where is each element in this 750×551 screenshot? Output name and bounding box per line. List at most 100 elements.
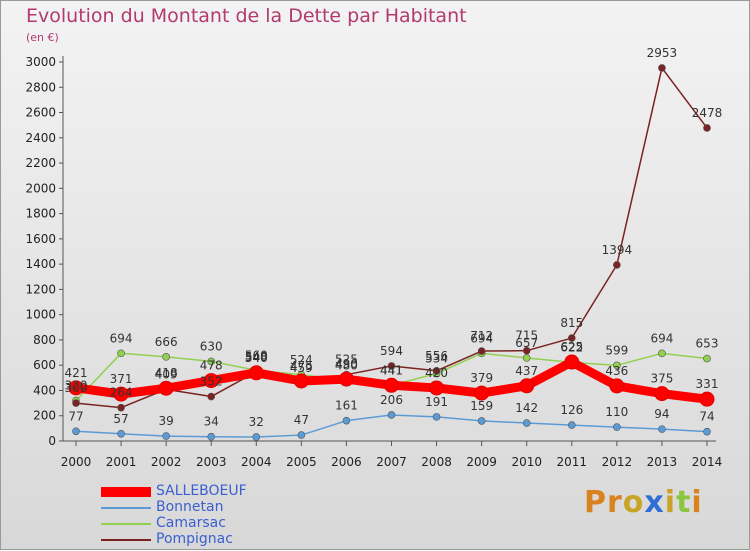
- x-tick-label: 2002: [151, 455, 182, 469]
- data-point-bonnetan: [72, 427, 80, 436]
- brand-letter: i: [691, 485, 703, 520]
- y-tick-label: 1800: [25, 207, 56, 221]
- data-label-camarsac: 694: [110, 331, 133, 345]
- data-point-salleboeuf: [158, 380, 174, 396]
- y-tick-label: 1000: [25, 308, 56, 322]
- data-label-salleboeuf: 331: [696, 377, 719, 391]
- data-label-salleboeuf: 478: [200, 359, 223, 373]
- series-lines: [68, 64, 715, 441]
- data-point-bonnetan: [522, 419, 531, 427]
- data-label-pompignac: 2478: [692, 106, 723, 120]
- data-point-camarsac: [207, 357, 216, 366]
- legend-label-bonnetan: Bonnetan: [156, 499, 224, 515]
- data-label-pompignac: 1394: [602, 243, 633, 257]
- data-label-camarsac: 653: [696, 337, 719, 351]
- data-point-salleboeuf: [519, 378, 535, 394]
- x-tick-label: 2009: [466, 455, 497, 469]
- data-label-salleboeuf: 379: [470, 371, 493, 385]
- x-tick-label: 2007: [376, 455, 407, 469]
- data-point-salleboeuf: [293, 373, 309, 389]
- data-point-bonnetan: [477, 417, 486, 425]
- data-label-bonnetan: 34: [204, 415, 219, 429]
- data-point-bonnetan: [567, 421, 576, 429]
- data-point-camarsac: [703, 354, 711, 363]
- data-point-pompignac: [432, 366, 441, 375]
- data-point-salleboeuf: [68, 380, 84, 396]
- data-point-pompignac: [613, 261, 621, 269]
- y-tick-label: 400: [33, 383, 56, 397]
- data-label-bonnetan: 159: [470, 399, 493, 413]
- data-point-bonnetan: [252, 433, 261, 441]
- chart-title: Evolution du Montant de la Dette par Hab…: [26, 5, 467, 27]
- brand-logo: Proxiti: [584, 485, 703, 520]
- data-point-camarsac: [522, 354, 531, 362]
- x-tick-label: 2004: [241, 455, 272, 469]
- brand-letter: t: [676, 485, 692, 520]
- y-tick-label: 200: [33, 409, 56, 423]
- data-label-camarsac: 657: [515, 336, 538, 350]
- y-axis: 0 200 400 600 800 1000 1200 1400 1600 1800 2000 220…: [25, 55, 716, 448]
- data-point-bonnetan: [613, 423, 621, 431]
- legend-item-camarsac: Camarsac: [101, 515, 301, 533]
- data-point-salleboeuf: [429, 380, 445, 396]
- data-label-camarsac: 534: [425, 352, 448, 366]
- y-tick-label: 0: [48, 434, 56, 448]
- y-tick-label: 3000: [25, 55, 56, 69]
- data-label-pompignac: 556: [425, 349, 448, 363]
- data-point-salleboeuf: [203, 373, 219, 389]
- data-labels: 77 57 39 34 32 47 161 206 191 159 142 126 110 94 74 320…: [65, 46, 723, 429]
- legend-swatch-salleboeuf: [101, 487, 151, 497]
- data-point-salleboeuf: [384, 377, 399, 393]
- data-point-salleboeuf: [609, 378, 625, 394]
- data-label-salleboeuf: 421: [65, 366, 88, 380]
- y-tick-label: 800: [33, 333, 56, 347]
- data-point-bonnetan: [432, 413, 441, 421]
- data-point-pompignac: [387, 362, 396, 370]
- data-point-bonnetan: [207, 432, 216, 441]
- data-point-salleboeuf: [564, 354, 580, 370]
- data-label-bonnetan: 39: [159, 414, 174, 428]
- x-tick-label: 2000: [61, 455, 92, 469]
- data-label-camarsac: 560: [245, 348, 268, 362]
- brand-letter: r: [607, 485, 623, 520]
- data-point-pompignac: [477, 347, 486, 355]
- data-point-pompignac: [703, 124, 711, 132]
- data-label-salleboeuf: 441: [380, 363, 403, 377]
- data-point-bonnetan: [162, 432, 170, 440]
- data-label-bonnetan: 161: [335, 399, 358, 413]
- data-label-bonnetan: 47: [294, 413, 309, 427]
- data-label-pompignac: 300: [65, 381, 88, 395]
- data-label-pompignac: 264: [110, 386, 133, 400]
- data-label-salleboeuf: 418: [155, 366, 178, 380]
- data-label-pompignac: 715: [515, 329, 538, 343]
- x-tick-label: 2008: [421, 455, 452, 469]
- data-label-camarsac: 441: [380, 363, 403, 377]
- data-point-pompignac: [207, 392, 216, 401]
- data-label-salleboeuf: 420: [425, 366, 448, 380]
- y-tick-label: 600: [33, 358, 56, 372]
- data-label-salleboeuf: 437: [515, 364, 538, 378]
- data-label-salleboeuf: 475: [290, 359, 313, 373]
- data-label-camarsac: 599: [605, 343, 628, 357]
- legend-item-pompignac: Pompignac: [101, 531, 301, 549]
- data-label-camarsac: 666: [155, 335, 178, 349]
- data-point-salleboeuf: [474, 385, 490, 401]
- legend-label-pompignac: Pompignac: [156, 531, 233, 547]
- data-point-camarsac: [613, 361, 621, 370]
- data-label-bonnetan: 94: [654, 407, 669, 421]
- y-tick-label: 2400: [25, 131, 56, 145]
- data-label-camarsac: 622: [560, 340, 583, 354]
- y-tick-label: 1200: [25, 282, 56, 296]
- legend-label-camarsac: Camarsac: [156, 515, 226, 531]
- brand-letter: o: [622, 485, 645, 520]
- data-label-camarsac: 630: [200, 339, 223, 353]
- data-point-camarsac: [658, 349, 666, 358]
- data-label-pompignac: 409: [155, 367, 178, 381]
- legend-swatch-camarsac: [101, 523, 151, 525]
- brand-letter: P: [584, 485, 607, 520]
- data-point-salleboeuf: [248, 365, 264, 381]
- data-label-salleboeuf: 625: [560, 340, 583, 354]
- legend-item-salleboeuf: SALLEBOEUF: [101, 483, 301, 501]
- data-label-bonnetan: 126: [560, 403, 583, 417]
- x-tick-label: 2005: [286, 455, 317, 469]
